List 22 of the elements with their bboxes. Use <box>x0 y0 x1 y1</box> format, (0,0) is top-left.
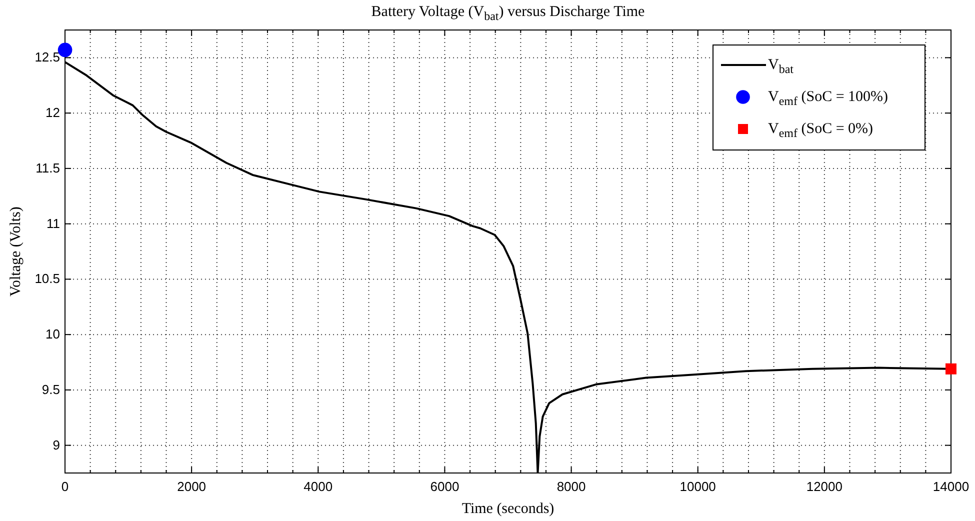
x-tick-label: 12000 <box>806 479 843 494</box>
y-tick-label: 11 <box>46 216 60 231</box>
y-tick-label: 12.5 <box>34 50 60 65</box>
legend-label: V$_{emf}$ (SoC = 100%) <box>768 89 888 108</box>
y-axis-title: Voltage (Volts) <box>8 206 24 296</box>
x-axis-title: Time (seconds) <box>462 501 554 517</box>
x-tick-label: 0 <box>61 479 69 494</box>
x-tick-label: 6000 <box>430 479 460 494</box>
y-tick-label: 9 <box>52 437 60 452</box>
legend-label: V$_{emf}$ (SoC = 0%) <box>768 121 874 140</box>
x-tick-label: 2000 <box>177 479 206 494</box>
x-tick-label: 14000 <box>932 479 970 494</box>
y-tick-label: 10.5 <box>34 271 60 286</box>
y-tick-label: 11.5 <box>36 160 60 176</box>
y-tick-label: 10 <box>46 326 60 342</box>
y-tick-label: 12 <box>46 105 60 120</box>
y-tick-label: 9.5 <box>42 382 60 397</box>
x-tick-label: 8000 <box>556 479 586 494</box>
x-tick-label: 4000 <box>304 479 333 494</box>
chart-title: Battery Voltage (V$_{bat}$) versus Discharge Time <box>371 4 646 23</box>
legend-label: V$_{bat}$ <box>768 57 794 76</box>
x-tick-label: 10000 <box>680 479 716 494</box>
